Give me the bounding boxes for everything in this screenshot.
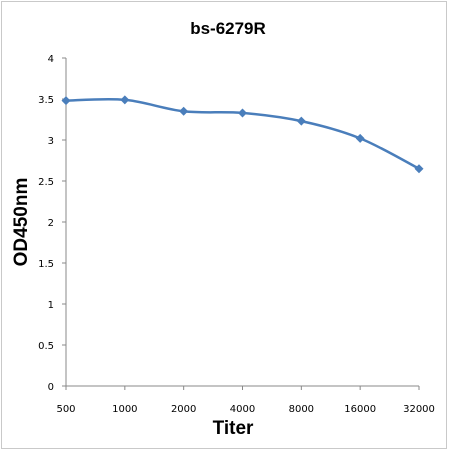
- x-tick-label: 1000: [112, 404, 137, 415]
- data-point: [414, 164, 424, 174]
- x-tick-label: 8000: [289, 404, 314, 415]
- data-point: [355, 133, 365, 143]
- y-tick-label: 2: [48, 218, 54, 229]
- data-point: [61, 96, 71, 106]
- y-tick-label: 1: [48, 300, 54, 311]
- x-tick-label: 4000: [230, 404, 255, 415]
- series-group: [61, 95, 424, 174]
- y-tick-label: 3: [48, 136, 54, 147]
- y-tick-label: 1.5: [38, 259, 54, 270]
- x-tick-label: 16000: [344, 404, 376, 415]
- y-axis-title: OD450nm: [11, 178, 32, 267]
- data-point: [179, 106, 189, 116]
- x-ticks: 500 1000 2000 4000 8000 16000 32000: [56, 386, 435, 415]
- x-tick-label: 2000: [171, 404, 196, 415]
- y-tick-label: 2.5: [38, 177, 54, 188]
- x-axis-title: Titer: [213, 418, 254, 439]
- data-point: [120, 95, 130, 105]
- y-tick-label: 4: [48, 54, 54, 65]
- x-tick-label: 32000: [403, 404, 435, 415]
- y-tick-label: 0: [48, 382, 54, 393]
- y-tick-label: 0.5: [38, 341, 54, 352]
- x-tick-label: 500: [56, 404, 75, 415]
- data-point: [296, 116, 306, 126]
- chart-title: bs-6279R: [190, 19, 266, 38]
- y-ticks: 0 0.5 1 1.5 2 2.5 3 3.5 4: [38, 54, 66, 393]
- data-point: [238, 108, 247, 118]
- y-tick-label: 3.5: [38, 95, 54, 106]
